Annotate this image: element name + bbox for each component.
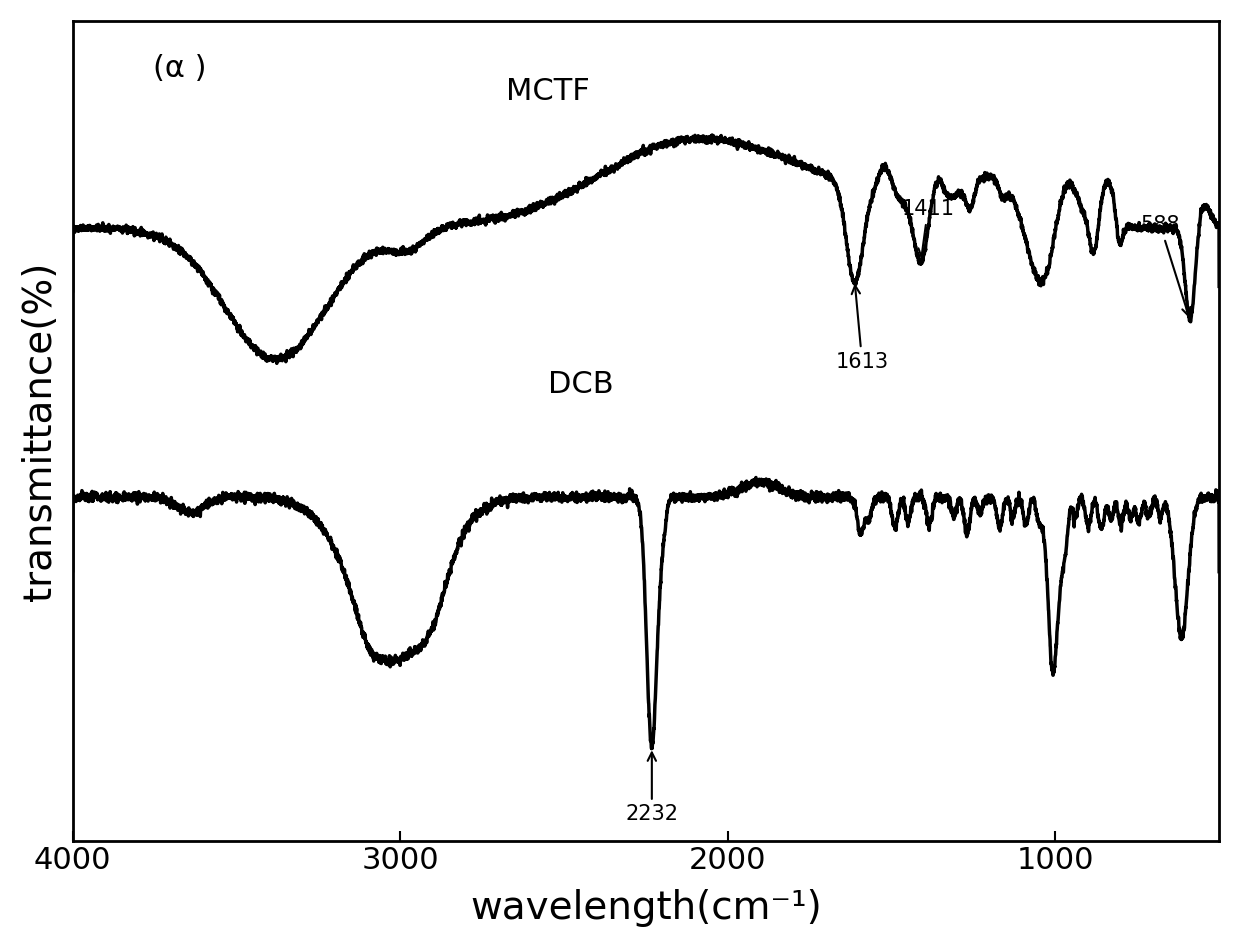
Y-axis label: transmittance(%): transmittance(%): [21, 262, 58, 601]
Text: 1411: 1411: [901, 199, 955, 257]
Text: 588: 588: [1141, 215, 1190, 316]
X-axis label: wavelength(cm⁻¹): wavelength(cm⁻¹): [470, 889, 822, 927]
Text: MCTF: MCTF: [506, 78, 589, 106]
Text: (α ): (α ): [153, 54, 207, 82]
Text: 2232: 2232: [625, 753, 678, 825]
Text: 1613: 1613: [836, 285, 889, 372]
Text: DCB: DCB: [548, 370, 614, 399]
